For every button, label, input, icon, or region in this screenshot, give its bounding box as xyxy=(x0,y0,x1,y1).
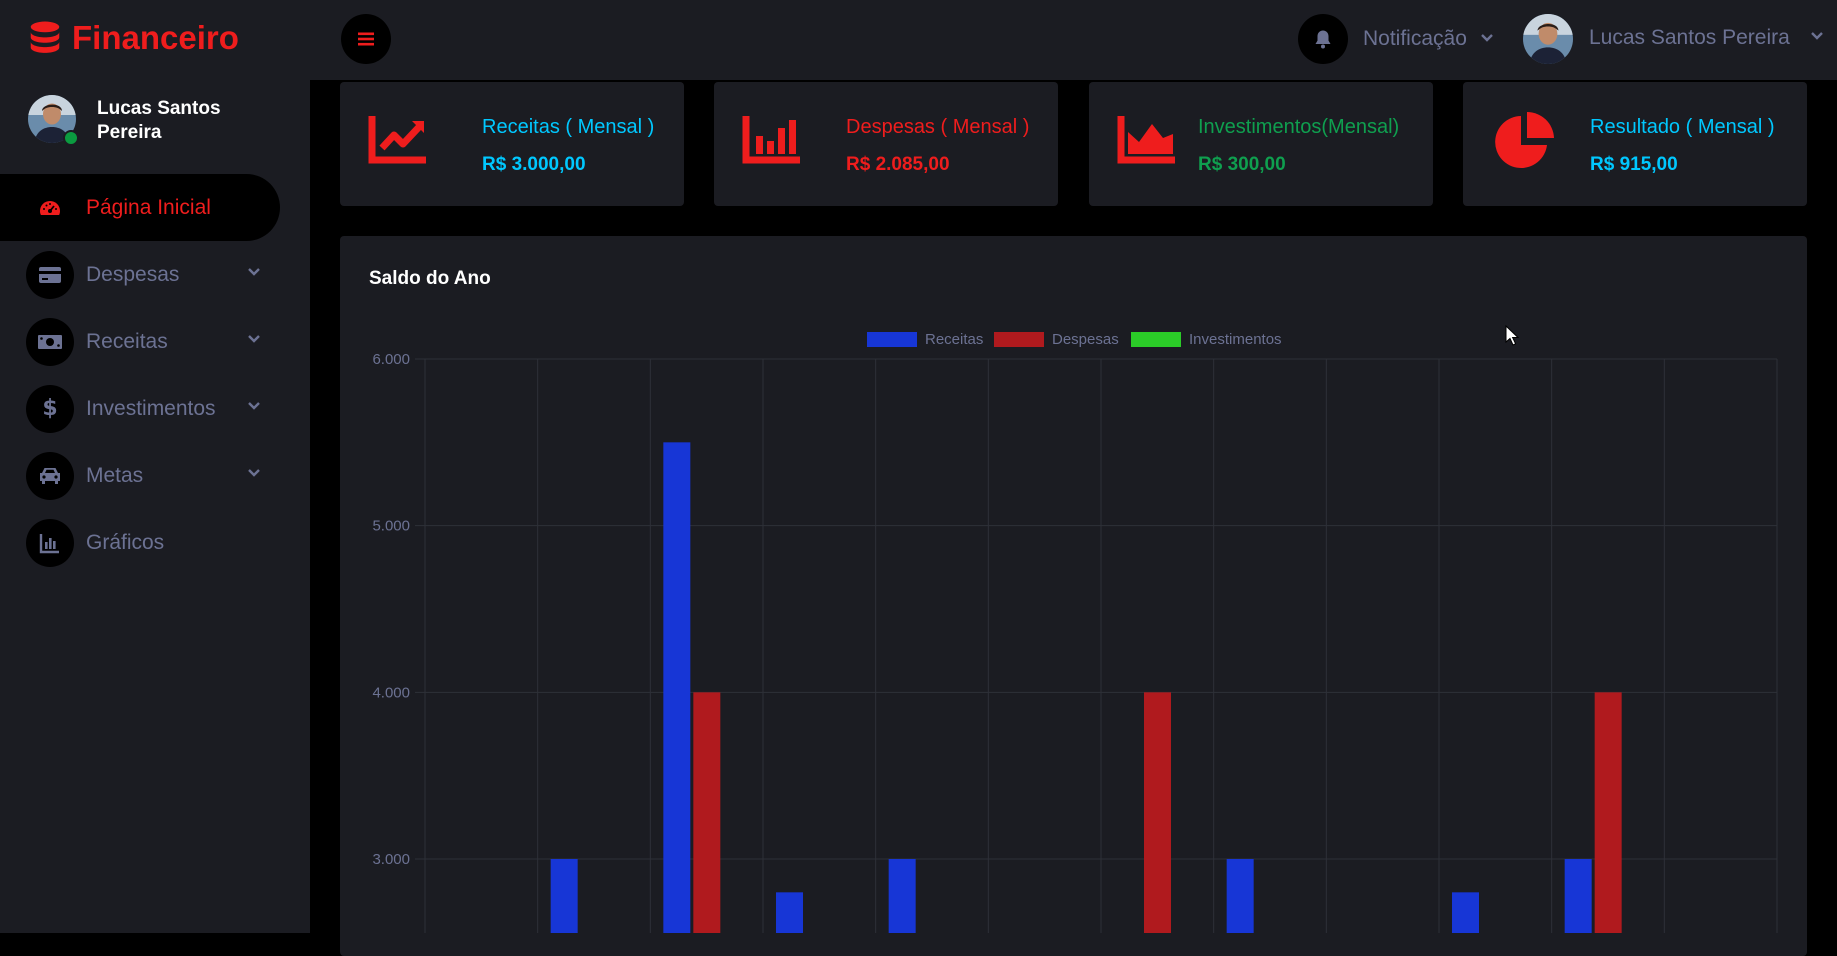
card-value: R$ 300,00 xyxy=(1198,154,1286,175)
chevron-down-icon xyxy=(248,469,260,477)
sidebar-item-label: Receitas xyxy=(86,329,168,353)
sidebar-item-label: Página Inicial xyxy=(86,195,211,219)
sidebar-item-label: Gráficos xyxy=(86,530,165,554)
chevron-down-icon xyxy=(248,268,260,276)
menu-toggle-button[interactable] xyxy=(341,14,391,64)
card-value: R$ 2.085,00 xyxy=(846,154,950,175)
trend-up-icon xyxy=(368,116,426,164)
speedometer-icon xyxy=(40,200,60,215)
sidebar-user[interactable]: Lucas Santos Pereira xyxy=(28,95,288,147)
bar-receitas xyxy=(1564,859,1592,933)
bar-despesas xyxy=(693,692,721,933)
legend-label-receitas: Receitas xyxy=(925,331,983,348)
bar-receitas xyxy=(1226,859,1254,933)
y-tick-label: 6.000 xyxy=(372,351,410,368)
y-tick-label: 3.000 xyxy=(372,851,410,868)
avatar[interactable] xyxy=(1523,14,1573,64)
chevron-down-icon xyxy=(248,335,260,343)
legend-swatch-investimentos xyxy=(1131,332,1181,347)
panel-title: Saldo do Ano xyxy=(369,268,491,289)
bar-receitas xyxy=(888,859,916,933)
sidebar-item-label: Despesas xyxy=(86,262,180,286)
bar-chart-icon xyxy=(742,116,800,164)
notification-button[interactable] xyxy=(1298,14,1348,64)
credit-card-icon xyxy=(39,266,61,283)
sidebar-item-metas[interactable]: Metas xyxy=(0,442,280,509)
bar-receitas xyxy=(550,859,578,933)
card-title: Resultado ( Mensal ) xyxy=(1590,116,1775,138)
chevron-down-icon[interactable] xyxy=(1810,31,1824,41)
sidebar-item-pagina-inicial[interactable]: Página Inicial xyxy=(0,174,280,241)
hamburger-icon xyxy=(358,32,374,46)
bar-receitas xyxy=(776,892,803,933)
y-tick-label: 4.000 xyxy=(372,684,410,701)
sidebar-item-despesas[interactable]: Despesas xyxy=(0,241,280,308)
online-status-dot xyxy=(63,130,79,146)
card-value: R$ 3.000,00 xyxy=(482,154,586,175)
sidebar-nav: Página Inicial Despesas Recei xyxy=(0,174,310,576)
card-title: Despesas ( Mensal ) xyxy=(846,116,1030,138)
card-value: R$ 915,00 xyxy=(1590,154,1678,175)
money-bill-icon xyxy=(38,334,62,349)
chart-panel: Saldo do Ano 6.0005.0004.0003.0002.0001.… xyxy=(340,236,1807,956)
stat-card-resultado: Resultado ( Mensal ) R$ 915,00 xyxy=(1463,82,1807,206)
stat-card-despesas: Despesas ( Mensal ) R$ 2.085,00 xyxy=(714,82,1058,206)
card-title: Receitas ( Mensal ) xyxy=(482,116,655,138)
mouse-cursor-icon xyxy=(1505,325,1519,346)
chevron-down-icon xyxy=(248,402,260,410)
card-title: Investimentos(Mensal) xyxy=(1198,116,1400,138)
user-menu-name[interactable]: Lucas Santos Pereira xyxy=(1589,26,1790,49)
stat-card-investimentos: Investimentos(Mensal) R$ 300,00 xyxy=(1089,82,1433,206)
sidebar-item-receitas[interactable]: Receitas xyxy=(0,308,280,375)
legend-swatch-despesas xyxy=(994,332,1044,347)
y-tick-label: 5.000 xyxy=(372,518,410,535)
sidebar-user-name: Lucas Santos Pereira xyxy=(97,98,221,143)
chevron-down-icon[interactable] xyxy=(1480,33,1494,43)
area-chart-icon xyxy=(1117,116,1175,164)
bar-despesas xyxy=(1144,692,1171,933)
notification-label[interactable]: Notificação xyxy=(1363,27,1467,50)
sidebar-item-investimentos[interactable]: $ Investimentos xyxy=(0,375,280,442)
sidebar-item-graficos[interactable]: Gráficos xyxy=(0,509,280,576)
legend-swatch-receitas xyxy=(867,332,917,347)
bar-receitas xyxy=(663,442,691,933)
sidebar: Financeiro Lucas Santos Pereira xyxy=(0,0,310,933)
car-icon xyxy=(40,467,60,484)
sidebar-item-label: Metas xyxy=(86,463,144,487)
legend-label-despesas: Despesas xyxy=(1052,331,1119,348)
topbar: Notificação Lucas Santos Pereira xyxy=(310,0,1837,80)
bar-despesas xyxy=(1594,692,1622,933)
database-icon xyxy=(30,21,60,53)
avatar[interactable] xyxy=(28,95,76,143)
bar-chart: 6.0005.0004.0003.0002.0001.000ReceitasDe… xyxy=(372,331,1778,933)
legend-label-investimentos: Investimentos xyxy=(1189,331,1282,348)
bell-icon xyxy=(1315,30,1331,49)
sidebar-item-label: Investimentos xyxy=(86,396,216,420)
pie-chart-icon xyxy=(1495,111,1554,168)
brand-logo[interactable]: Financeiro xyxy=(26,14,239,62)
stat-card-receitas: Receitas ( Mensal ) R$ 3.000,00 xyxy=(340,82,684,206)
bar-receitas xyxy=(1452,892,1479,933)
dollar-icon: $ xyxy=(42,396,58,421)
brand-name: Financeiro xyxy=(72,19,239,56)
bar-chart-icon xyxy=(39,533,59,553)
